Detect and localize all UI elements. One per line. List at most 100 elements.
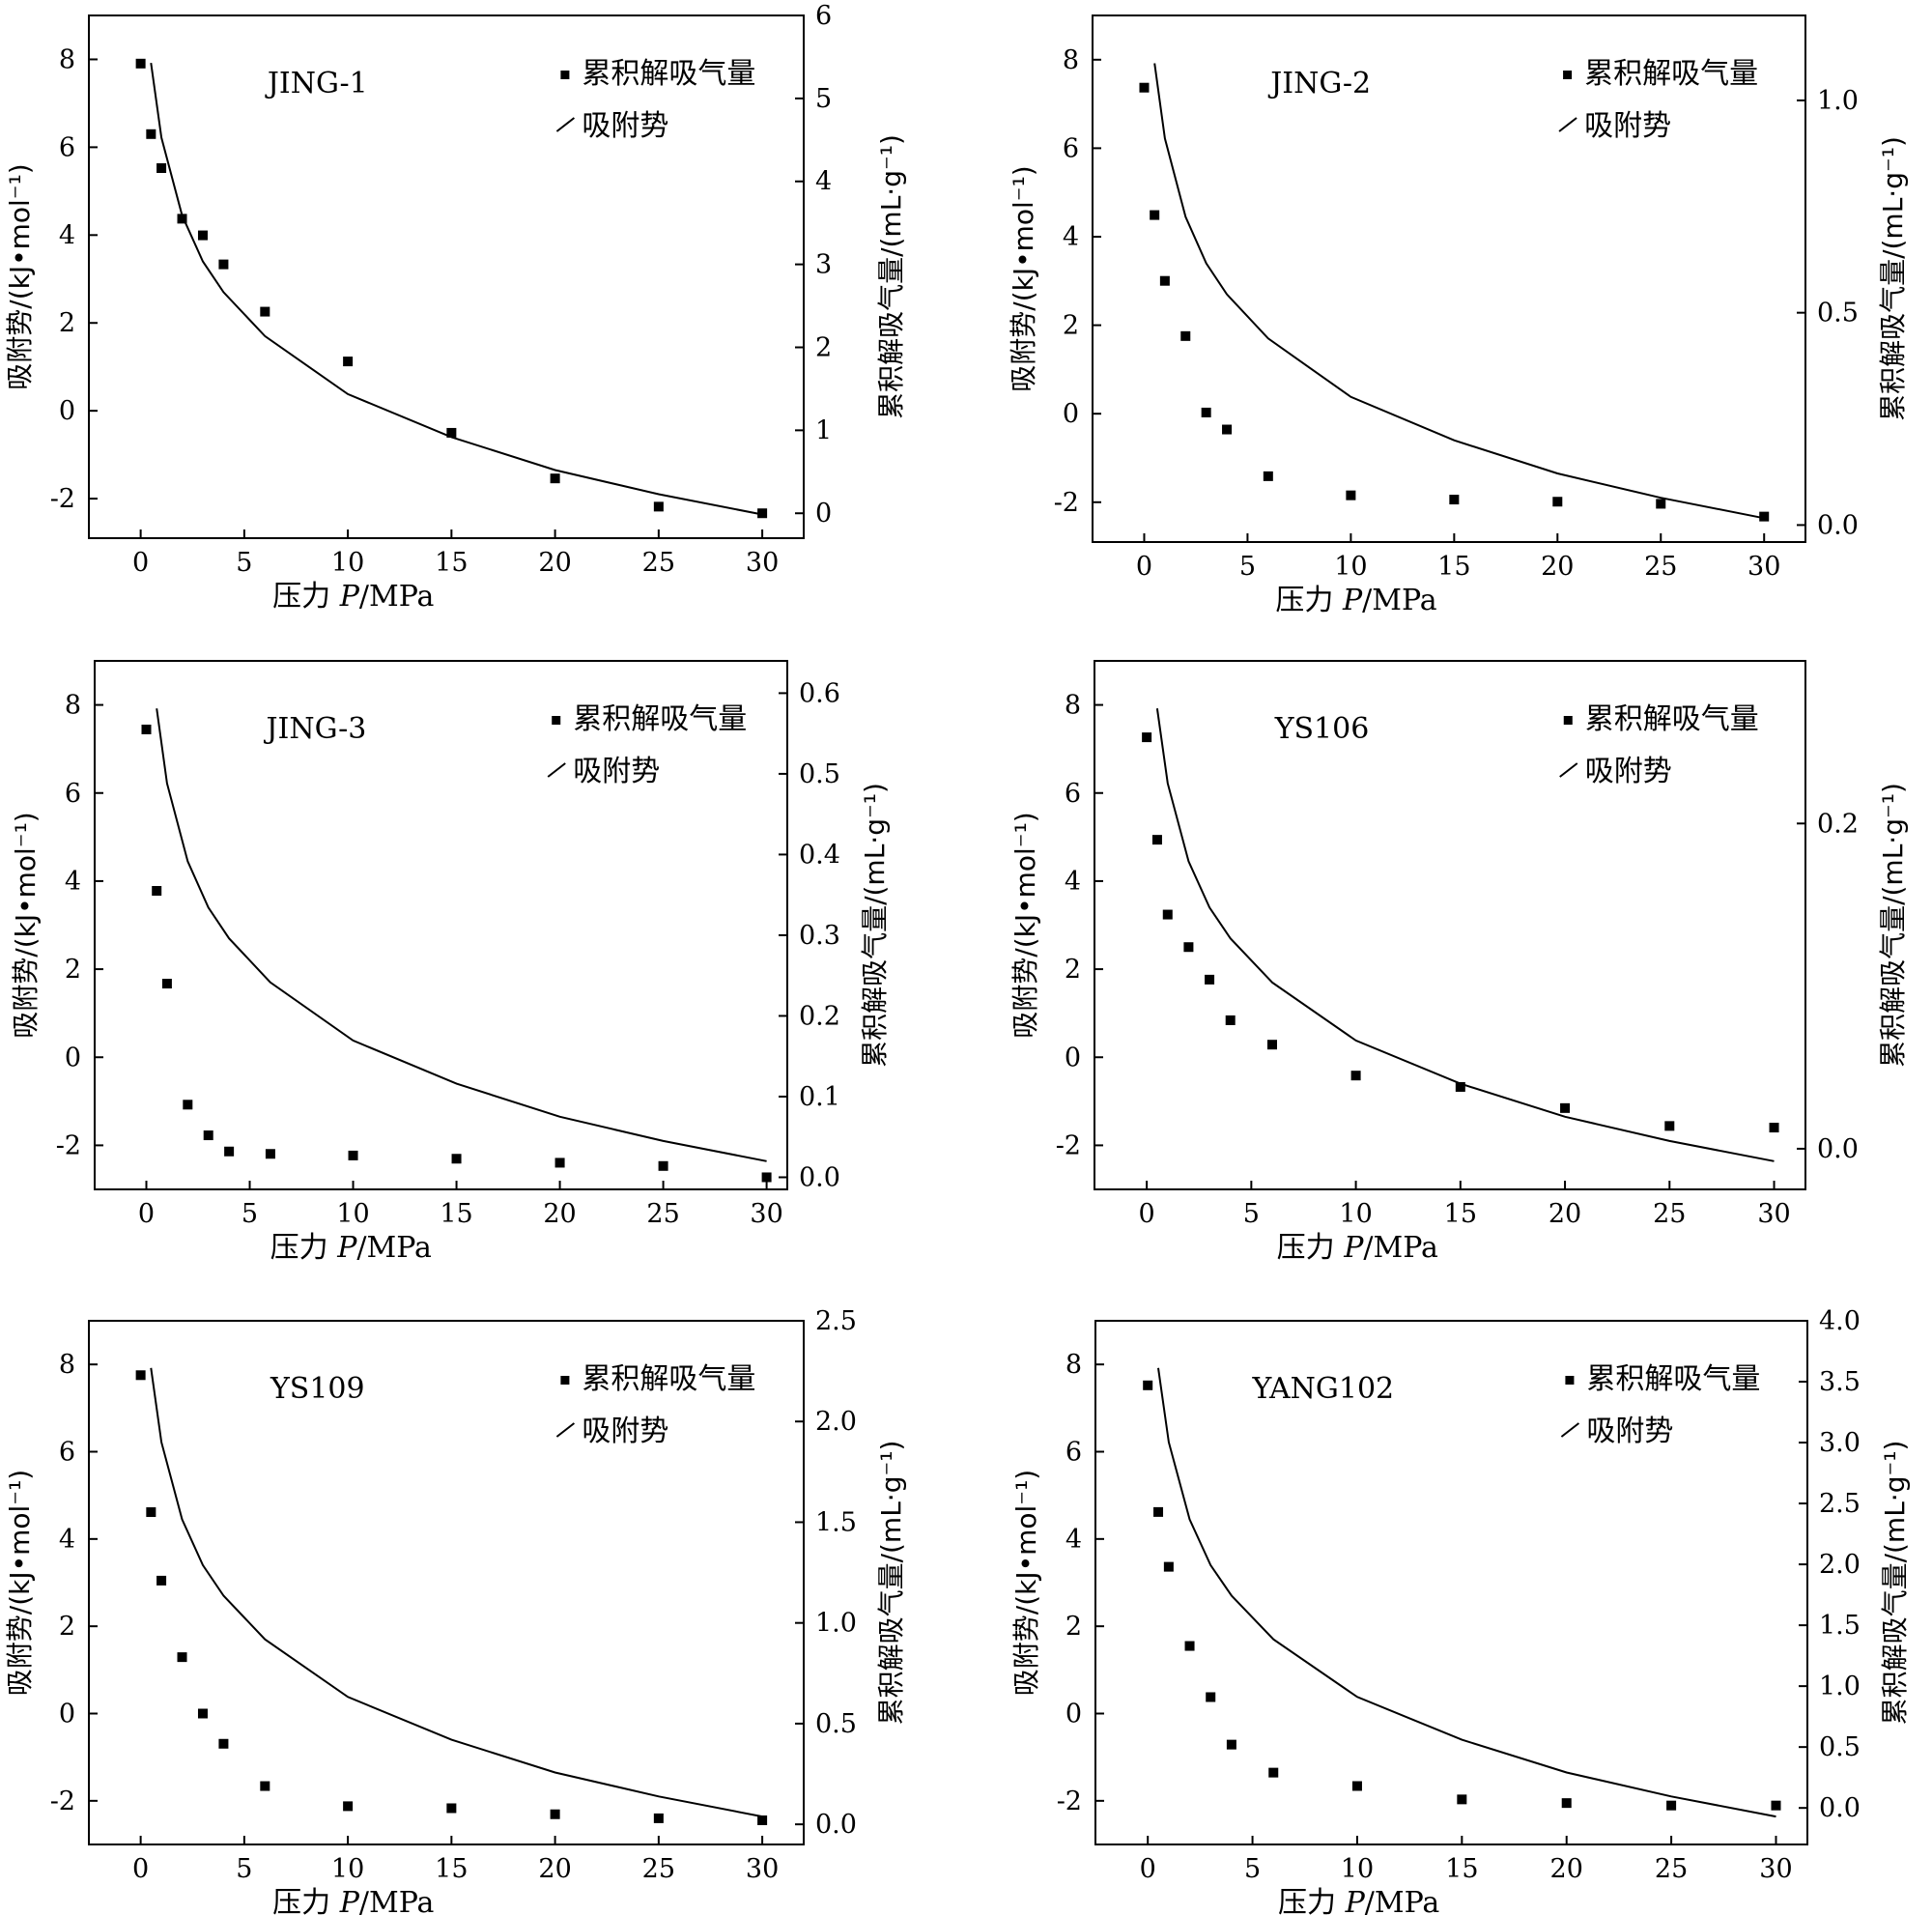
legend-label: 累积解吸气量 (1584, 57, 1758, 91)
y-left-tick-label: 0 (1065, 1043, 1081, 1072)
y-right-axis-label: 累积解吸气量/(mL·g⁻¹) (859, 783, 891, 1068)
x-tick-label: 5 (236, 548, 252, 578)
data-point-cumulative-desorption (1151, 835, 1162, 845)
y-left-tick-label: 0 (59, 1700, 75, 1729)
data-point-cumulative-desorption (1759, 511, 1770, 522)
data-point-cumulative-desorption (1163, 1561, 1174, 1572)
y-right-tick-label: 2.5 (1819, 1489, 1861, 1519)
y-right-tick-label: 6 (815, 1, 832, 31)
y-right-tick-label: 0.5 (1819, 1732, 1861, 1762)
data-point-cumulative-desorption (197, 230, 208, 241)
y-left-tick-label: 8 (59, 1350, 75, 1380)
x-tick-label: 10 (1334, 552, 1367, 582)
y-left-tick-label: -2 (50, 1786, 75, 1816)
y-right-tick-label: 1.0 (815, 1609, 857, 1639)
legend-marker-square (1565, 1376, 1575, 1385)
data-point-cumulative-desorption (1350, 1071, 1361, 1081)
data-point-cumulative-desorption (1666, 1800, 1677, 1811)
x-tick-label: 20 (1541, 552, 1574, 582)
y-left-tick-label: 0 (1065, 1700, 1082, 1729)
chart-panel-5: 0 5 10 15 20 25 30 -2 0 2 4 6 8 0.0 0.5 1.0 1.5 2.0 2.5 压力 … (4, 1306, 907, 1915)
y-left-tick-label: -2 (56, 1130, 81, 1160)
x-tick-label: 30 (1747, 552, 1780, 582)
y-left-axis-label: 吸附势/(kJ•mol⁻¹) (1010, 1470, 1042, 1696)
data-point-cumulative-desorption (146, 129, 156, 139)
legend-label: 累积解吸气量 (1585, 702, 1759, 736)
y-right-tick-label: 2.0 (1819, 1550, 1861, 1580)
data-point-cumulative-desorption (1183, 942, 1194, 953)
legend-marker-line (1560, 1422, 1580, 1438)
y-left-tick-label: 8 (1065, 691, 1081, 721)
x-tick-label: 15 (435, 548, 468, 578)
y-right-tick-label: 0.5 (1817, 299, 1859, 329)
chart-panel-3: 0 5 10 15 20 25 30 -2 0 2 4 6 8 0.0 0.1 0.2 0.3 0.4 0.5 0.6… (10, 660, 891, 1265)
chart-panel-6: 0 5 10 15 20 25 30 -2 0 2 4 6 8 0.0 0.5 1.0 1.5 2.0 2.5 3.0… (1010, 1306, 1911, 1915)
data-point-cumulative-desorption (1552, 497, 1563, 507)
y-right-axis-label: 累积解吸气量/(mL·g⁻¹) (875, 1441, 907, 1726)
data-point-cumulative-desorption (161, 979, 172, 989)
data-point-cumulative-desorption (135, 58, 146, 69)
data-point-cumulative-desorption (1346, 490, 1356, 500)
legend-label: 吸附势 (573, 755, 660, 788)
x-tick-label: 15 (440, 1199, 472, 1229)
data-point-cumulative-desorption (1561, 1798, 1572, 1809)
x-axis-label: 压力 P/MPa (1277, 1231, 1438, 1265)
y-left-tick-label: 6 (59, 132, 75, 162)
legend-marker-square (1563, 71, 1573, 79)
x-tick-label: 20 (543, 1199, 576, 1229)
data-point-cumulative-desorption (156, 1575, 167, 1586)
y-left-tick-label: 8 (1065, 1350, 1082, 1380)
data-point-cumulative-desorption (156, 163, 167, 174)
y-right-tick-label: 0.0 (799, 1162, 840, 1192)
data-point-cumulative-desorption (203, 1130, 213, 1141)
data-point-cumulative-desorption (1769, 1123, 1779, 1133)
x-axis-label-var: P (339, 580, 360, 614)
plot-frame (88, 14, 805, 539)
y-left-tick-label: 6 (59, 1438, 75, 1468)
data-point-cumulative-desorption (343, 1801, 354, 1812)
x-tick-label: 25 (1653, 1199, 1686, 1229)
y-left-tick-label: -2 (1054, 488, 1079, 518)
data-point-cumulative-desorption (218, 259, 229, 270)
x-tick-label: 0 (1139, 1199, 1155, 1229)
x-tick-label: 15 (435, 1854, 468, 1884)
x-tick-label: 25 (642, 1854, 675, 1884)
y-right-axis-label: 累积解吸气量/(mL·g⁻¹) (1877, 783, 1909, 1068)
x-tick-label: 10 (331, 548, 364, 578)
chart-title: JING-1 (265, 67, 368, 100)
y-left-axis-label: 吸附势/(kJ•mol⁻¹) (1009, 812, 1041, 1038)
x-tick-label: 0 (132, 1854, 149, 1884)
y-right-tick-label: 0.2 (799, 1001, 840, 1031)
y-left-tick-label: 4 (1063, 222, 1079, 252)
y-left-tick-label: -2 (1056, 1130, 1081, 1160)
data-point-cumulative-desorption (183, 1100, 193, 1110)
data-point-cumulative-desorption (1222, 424, 1233, 435)
chart-title: JING-2 (1267, 67, 1371, 100)
y-left-tick-label: 2 (1063, 311, 1079, 341)
y-right-axis-label: 累积解吸气量/(mL·g⁻¹) (1879, 1441, 1911, 1726)
data-point-cumulative-desorption (177, 1652, 187, 1663)
x-tick-label: 25 (642, 548, 675, 578)
data-point-cumulative-desorption (141, 724, 152, 734)
legend-label: 累积解吸气量 (1586, 1362, 1760, 1396)
x-tick-label: 15 (1445, 1854, 1478, 1884)
y-right-axis-label: 累积解吸气量/(mL·g⁻¹) (1877, 136, 1909, 421)
legend-marker-line (555, 1422, 576, 1438)
y-left-tick-label: 4 (59, 220, 75, 250)
x-axis-label-prefix: 压力 (270, 1231, 338, 1265)
y-right-tick-label: 2.5 (815, 1306, 857, 1336)
x-axis-label: 压力 P/MPa (272, 580, 434, 614)
x-axis-label-unit: /MPa (1363, 1231, 1438, 1265)
x-axis-label-prefix: 压力 (1278, 1886, 1346, 1915)
data-point-cumulative-desorption (1560, 1102, 1571, 1113)
x-axis-label-prefix: 压力 (1277, 1231, 1345, 1265)
data-point-cumulative-desorption (1205, 974, 1215, 985)
x-tick-label: 20 (1550, 1854, 1583, 1884)
data-point-cumulative-desorption (653, 1813, 664, 1823)
data-point-cumulative-desorption (343, 357, 354, 367)
chart-panel-4: 0 5 10 15 20 25 30 -2 0 2 4 6 8 0.0 0.2 压力 P/MPa 吸附势/(kJ… (1009, 660, 1909, 1265)
data-point-cumulative-desorption (1153, 1506, 1164, 1517)
chart-panel-1: 0 5 10 15 20 25 30 -2 0 2 4 6 8 0 1 2 3 4 5 6 压力 P/MPa 吸附势/(k… (4, 1, 907, 614)
y-left-tick-label: 6 (1065, 779, 1081, 809)
